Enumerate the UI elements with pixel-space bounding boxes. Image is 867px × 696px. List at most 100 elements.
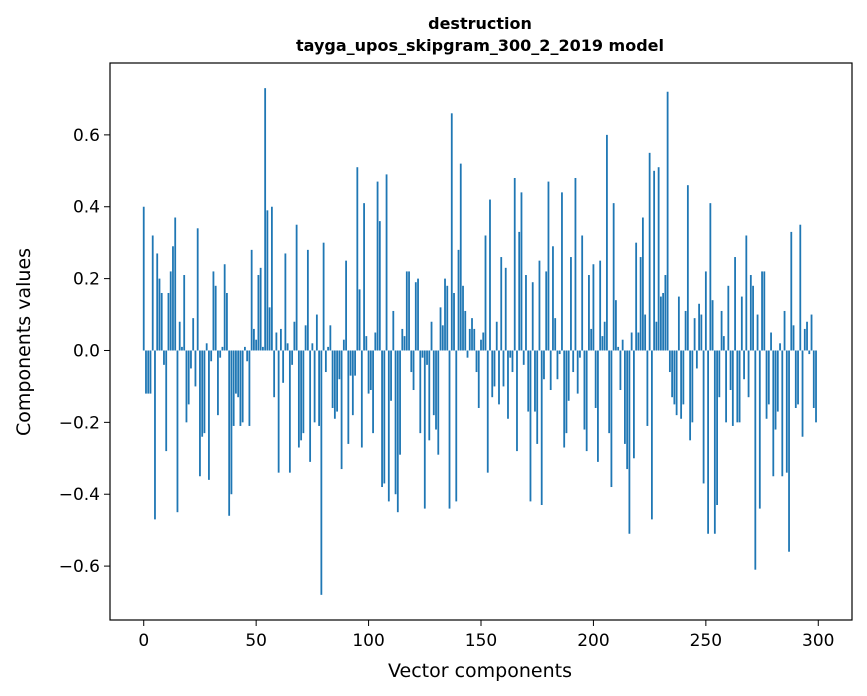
bar-component-183 — [554, 318, 557, 351]
bar-component-127 — [428, 350, 431, 441]
bar-component-91 — [347, 350, 350, 444]
bar-component-142 — [462, 285, 464, 351]
bar-component-292 — [799, 224, 802, 351]
bar-component-181 — [549, 350, 552, 391]
bar-component-73 — [306, 249, 309, 351]
bar-component-103 — [374, 332, 377, 351]
bar-component-169 — [522, 350, 525, 365]
bar-component-270 — [749, 275, 752, 351]
bar-component-111 — [392, 310, 395, 351]
bar-component-1 — [145, 350, 147, 394]
bar-component-165 — [513, 177, 516, 351]
bar-component-264 — [736, 350, 739, 423]
bar-component-3 — [149, 350, 152, 394]
bar-component-296 — [808, 350, 811, 355]
bar-component-93 — [351, 350, 354, 416]
bar-component-201 — [594, 350, 597, 408]
bar-component-32 — [214, 285, 217, 351]
bar-component-272 — [754, 350, 757, 570]
bar-component-66 — [291, 350, 294, 365]
bar-component-153 — [486, 350, 489, 473]
bar-component-117 — [405, 271, 408, 351]
bar-component-237 — [675, 350, 678, 416]
bar-component-78 — [318, 350, 321, 426]
bar-component-248 — [700, 314, 703, 351]
bar-component-0 — [142, 206, 145, 351]
bar-component-126 — [426, 350, 428, 365]
bar-component-137 — [450, 113, 453, 351]
bar-component-41 — [235, 350, 237, 394]
bar-component-171 — [527, 350, 530, 412]
bar-component-125 — [423, 350, 426, 509]
bar-component-263 — [734, 257, 736, 351]
bar-component-147 — [473, 328, 476, 351]
bar-component-74 — [309, 350, 312, 462]
x-axis-ticks: 0 50 100 150 200 250 300 — [138, 620, 834, 651]
bar-component-231 — [662, 292, 665, 351]
bar-component-261 — [729, 350, 732, 391]
bar-component-6 — [156, 253, 159, 351]
bar-component-110 — [390, 350, 392, 401]
bar-component-230 — [659, 296, 662, 351]
bar-component-80 — [322, 242, 325, 351]
bar-component-234 — [668, 350, 671, 373]
bar-component-227 — [653, 170, 656, 351]
bar-component-128 — [430, 321, 433, 351]
bar-component-39 — [230, 350, 233, 495]
bar-component-282 — [776, 350, 779, 412]
bar-component-10 — [165, 350, 168, 452]
chart-title: destruction — [428, 14, 532, 33]
bar-component-228 — [655, 321, 658, 351]
bar-component-290 — [794, 350, 797, 408]
bar-component-281 — [774, 350, 777, 430]
bar-component-69 — [297, 350, 300, 448]
bar-component-135 — [446, 285, 449, 351]
bar-component-72 — [304, 325, 307, 351]
bar-component-114 — [399, 350, 401, 455]
bar-component-76 — [313, 350, 316, 423]
bar-component-211 — [617, 346, 620, 351]
bar-component-200 — [592, 264, 595, 351]
bar-component-65 — [288, 350, 291, 473]
bar-component-8 — [160, 292, 163, 351]
bar-component-285 — [783, 310, 786, 351]
bar-component-219 — [635, 242, 638, 351]
bar-component-214 — [624, 350, 626, 444]
bar-component-134 — [444, 278, 446, 351]
bar-component-297 — [810, 314, 813, 351]
bars-group — [142, 88, 817, 595]
bar-component-279 — [770, 332, 772, 351]
bar-component-256 — [718, 350, 721, 398]
bar-component-17 — [181, 346, 183, 351]
bar-component-163 — [509, 350, 512, 358]
bar-component-155 — [491, 350, 494, 398]
bar-component-205 — [603, 321, 606, 351]
bar-component-90 — [345, 260, 347, 351]
bar-component-199 — [590, 328, 593, 351]
bar-component-275 — [761, 271, 763, 351]
bar-component-44 — [241, 350, 244, 423]
bar-component-145 — [468, 328, 471, 351]
bar-component-71 — [302, 350, 305, 434]
bar-component-175 — [536, 350, 539, 444]
bar-component-27 — [203, 350, 206, 434]
bar-component-266 — [740, 296, 743, 351]
y-tick-label: −0.6 — [59, 557, 100, 577]
bar-component-213 — [621, 339, 624, 351]
bar-component-55 — [266, 210, 269, 351]
bar-component-164 — [511, 350, 514, 373]
bar-component-11 — [167, 292, 170, 351]
bar-component-286 — [785, 350, 788, 473]
bar-component-194 — [579, 350, 581, 358]
x-tick-label: 100 — [352, 631, 384, 651]
bar-component-250 — [704, 271, 707, 351]
bar-component-151 — [482, 332, 485, 351]
bar-component-203 — [599, 260, 602, 351]
bar-component-254 — [713, 350, 716, 534]
bar-component-172 — [529, 350, 532, 502]
bar-component-288 — [790, 231, 793, 351]
bar-component-294 — [803, 328, 806, 351]
bar-component-96 — [358, 289, 361, 351]
bar-component-31 — [212, 271, 215, 351]
bar-component-276 — [763, 271, 766, 351]
